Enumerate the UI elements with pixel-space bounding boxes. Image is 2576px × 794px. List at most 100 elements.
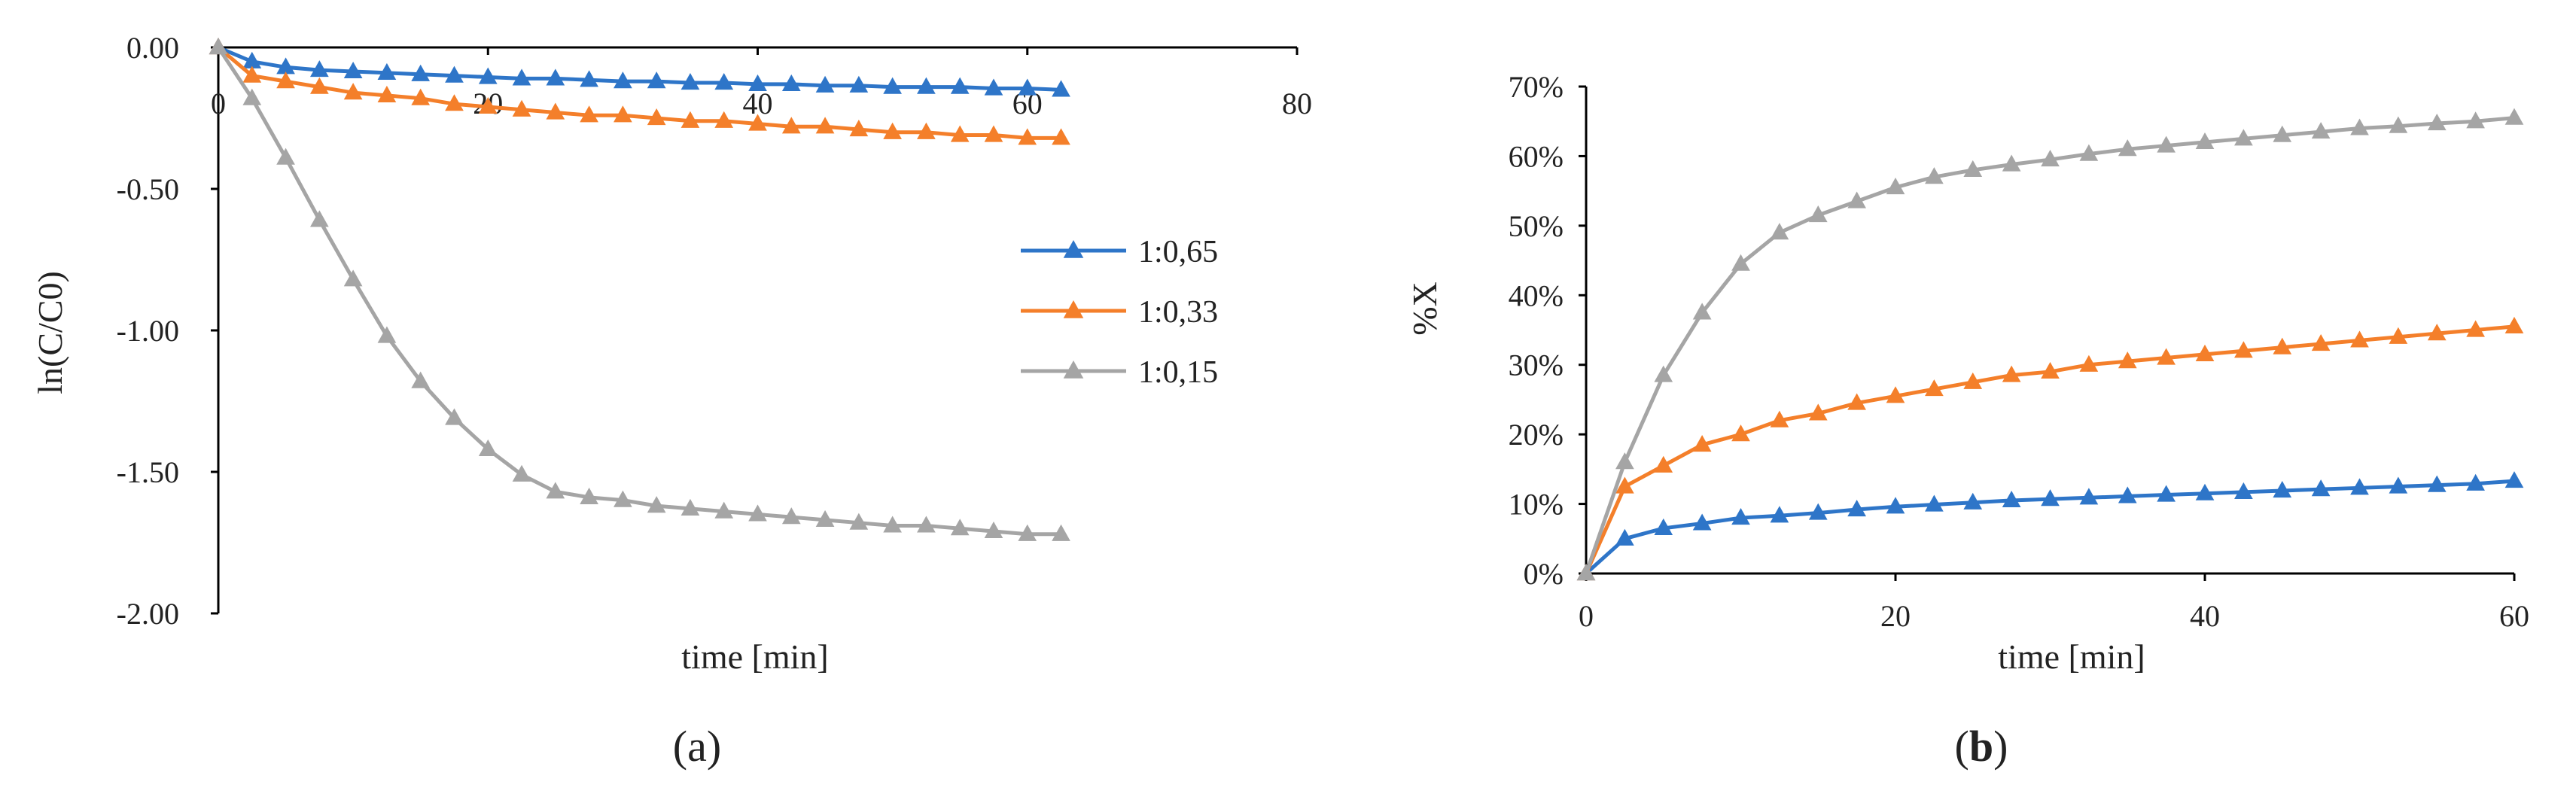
chart-b-series-2-point bbox=[1615, 476, 1634, 494]
chart-a-series-3-point bbox=[815, 510, 835, 528]
chart-a-series-3-point bbox=[276, 148, 295, 165]
chart-b-y-tick-label: 0% bbox=[1524, 557, 1564, 591]
chart-a-series-1-point bbox=[276, 57, 295, 75]
chart-a-series-3-point bbox=[478, 439, 498, 457]
chart-b-series-3-point bbox=[2273, 125, 2292, 142]
chart-b-series bbox=[1576, 108, 2524, 581]
chart-a-x-tick-label: 0 bbox=[211, 87, 226, 120]
chart-a-series-3-point bbox=[445, 408, 464, 425]
chart-a-series-3-point bbox=[714, 501, 734, 519]
chart-a-ylabel: ln(C/C0) bbox=[31, 271, 69, 394]
chart-b-series-3-point bbox=[2157, 135, 2176, 153]
chart-b-series-1-point bbox=[1692, 513, 1712, 531]
chart-a-series-3-point bbox=[781, 507, 801, 525]
chart-a-legend-label-2: 1:0,33 bbox=[1138, 295, 1218, 330]
chart-a-series-1-point bbox=[546, 68, 565, 86]
chart-b-x-tick-label: 40 bbox=[2190, 599, 2220, 633]
chart-b-series-3-point bbox=[2234, 129, 2253, 146]
chart-a-y-tick-label: -1.00 bbox=[117, 314, 179, 348]
chart-a-series-1-point bbox=[309, 60, 329, 78]
chart-b-series-1-point bbox=[1847, 499, 1866, 517]
chart-b-y-tick-label: 50% bbox=[1509, 209, 1564, 243]
chart-b-series-3-point bbox=[2350, 118, 2369, 135]
chart-b-ylabel: %X bbox=[1405, 281, 1444, 336]
chart-a-series-3-point bbox=[242, 88, 262, 105]
chart-a-ticks: 0204060800.00-0.50-1.00-1.50-2.00 bbox=[117, 31, 1312, 631]
chart-b-series-3-point bbox=[1576, 564, 1596, 581]
chart-a-series-1-line bbox=[218, 45, 1061, 92]
chart-a-series-3-point bbox=[614, 490, 632, 507]
chart-a-series-2-point bbox=[781, 117, 801, 134]
chart-b-series-3-point bbox=[1886, 178, 1905, 195]
chart-b-series-3-point bbox=[1654, 365, 1673, 382]
chart-a-series-2-point bbox=[377, 85, 397, 103]
chart-a-series-3-point bbox=[849, 513, 869, 530]
chart-a-series-2-point bbox=[580, 105, 598, 123]
chart-a-legend-marker-3 bbox=[1063, 360, 1084, 379]
chart-b-series-1-point bbox=[2389, 476, 2408, 494]
chart-b-series-1-point bbox=[2350, 478, 2369, 495]
chart-a-series-1-point bbox=[478, 67, 498, 84]
chart-a-series-2-point bbox=[614, 105, 632, 123]
chart-b-y-tick-label: 70% bbox=[1509, 70, 1564, 104]
chart-a-series-1-point bbox=[377, 62, 397, 80]
chart-a-series-1-point bbox=[883, 77, 902, 94]
chart-a-series-1-point bbox=[681, 73, 700, 90]
chart-b-x-tick-label: 20 bbox=[1880, 599, 1911, 633]
chart-b-series-1-point bbox=[1808, 503, 1828, 520]
chart-a-series-2-point bbox=[883, 122, 902, 139]
chart-b-series-3-point bbox=[1770, 223, 1789, 240]
chart-b-series-2-point bbox=[1925, 379, 1944, 397]
chart-b-series-2-point bbox=[2118, 351, 2137, 369]
chart-a-series-2-point bbox=[681, 111, 700, 128]
chart-a-y-tick-label: -0.50 bbox=[117, 172, 179, 206]
chart-b-series-2-point bbox=[2002, 365, 2021, 382]
chart-b-xlabel: time [min] bbox=[1998, 637, 2145, 676]
chart-b-series-2-point bbox=[1963, 372, 1983, 389]
chart-b-series-1-point bbox=[2079, 488, 2099, 505]
chart-b-series-1-point bbox=[1963, 492, 1983, 510]
chart-a-series-2-point bbox=[411, 88, 431, 105]
chart-b-series-3-point bbox=[2118, 139, 2137, 157]
chart-a-series-1-point bbox=[984, 78, 1003, 96]
panel-label-a: (a) bbox=[673, 722, 721, 771]
chart-a-series-1-point bbox=[343, 61, 363, 79]
chart-a-legend-label-3: 1:0,15 bbox=[1138, 355, 1218, 390]
chart-a-series-3-point bbox=[377, 326, 397, 343]
chart-b-series-2-point bbox=[2041, 361, 2060, 379]
chart-b-series-2-point bbox=[2311, 333, 2331, 351]
chart-a-series-1-point bbox=[512, 68, 531, 86]
chart-a-series-2-point bbox=[478, 96, 498, 114]
chart-b-series-1-point bbox=[2311, 479, 2331, 497]
chart-b-series-3-point bbox=[1808, 205, 1828, 223]
chart-a-series-1-point bbox=[445, 65, 464, 83]
chart-b-series-2-point bbox=[2234, 341, 2253, 358]
chart-a-series-1-point bbox=[748, 74, 767, 91]
chart-a-legend-marker-1 bbox=[1063, 240, 1084, 258]
chart-a-series-3-point bbox=[309, 210, 329, 227]
chart-b-series-1-point bbox=[2427, 475, 2447, 492]
chart-b-series-2-point bbox=[1770, 410, 1789, 427]
chart-b-y-tick-label: 10% bbox=[1509, 488, 1564, 522]
chart-b-series-3-point bbox=[2504, 108, 2524, 125]
chart-b-series-3-point bbox=[2311, 122, 2331, 139]
chart-a-series-1-point bbox=[781, 74, 801, 91]
chart-b-series-3-point bbox=[2195, 132, 2215, 150]
chart-a-series-2-point bbox=[546, 102, 565, 120]
chart-a-series-1-point bbox=[614, 71, 632, 89]
chart-b-series-1-point bbox=[2504, 471, 2524, 488]
chart-b-series-2-point bbox=[1886, 386, 1905, 403]
chart-b-series-2-point bbox=[1692, 435, 1712, 452]
chart-a-series-2-point bbox=[343, 83, 363, 100]
chart-a-legend-marker-2 bbox=[1063, 300, 1084, 318]
chart-b-series-2-point bbox=[2466, 320, 2485, 337]
chart-a-series-1-point bbox=[917, 77, 936, 94]
chart-b-series-3-point bbox=[1692, 303, 1712, 320]
chart-b-series-1-point bbox=[1615, 528, 1634, 546]
chart-a-series-1-point bbox=[242, 51, 262, 68]
chart-a-y-tick-label: -2.00 bbox=[117, 597, 179, 631]
chart-a-series-2-point bbox=[647, 108, 666, 126]
chart-b-y-tick-label: 60% bbox=[1509, 139, 1564, 173]
chart-a-series-2-point bbox=[242, 65, 262, 83]
chart-b-series-1-point bbox=[2234, 482, 2253, 499]
